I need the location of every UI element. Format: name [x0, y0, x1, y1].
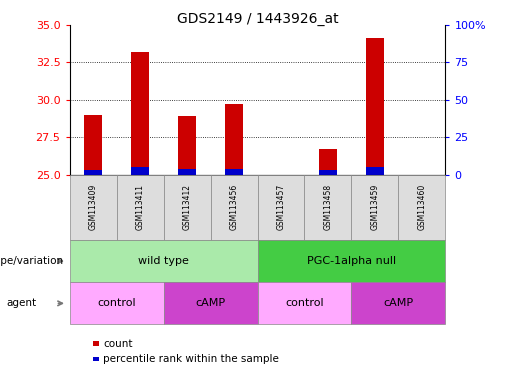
Text: agent: agent	[6, 298, 36, 308]
Text: wild type: wild type	[138, 256, 189, 266]
Bar	[366, 167, 384, 175]
Text: GSM113412: GSM113412	[182, 184, 192, 230]
Text: GSM113411: GSM113411	[135, 184, 145, 230]
Text: GSM113460: GSM113460	[418, 184, 426, 230]
Text: GSM113409: GSM113409	[89, 184, 97, 230]
Text: count: count	[103, 339, 132, 349]
Bar	[178, 116, 196, 175]
Bar	[366, 38, 384, 175]
Text: cAMP: cAMP	[384, 298, 414, 308]
Text: genotype/variation: genotype/variation	[0, 256, 63, 266]
Text: GSM113459: GSM113459	[370, 184, 380, 230]
Text: control: control	[285, 298, 324, 308]
Bar	[83, 170, 102, 175]
Text: GSM113457: GSM113457	[277, 184, 285, 230]
Text: PGC-1alpha null: PGC-1alpha null	[307, 256, 396, 266]
Bar	[131, 167, 149, 175]
Text: GSM113458: GSM113458	[323, 184, 333, 230]
Text: GSM113456: GSM113456	[230, 184, 238, 230]
Text: control: control	[97, 298, 136, 308]
Text: GDS2149 / 1443926_at: GDS2149 / 1443926_at	[177, 12, 338, 25]
Bar	[225, 169, 244, 175]
Bar	[319, 170, 337, 175]
Bar	[225, 104, 244, 175]
Bar	[131, 52, 149, 175]
Bar	[83, 115, 102, 175]
Text: cAMP: cAMP	[196, 298, 226, 308]
Bar	[319, 149, 337, 175]
Text: percentile rank within the sample: percentile rank within the sample	[103, 354, 279, 364]
Bar	[178, 169, 196, 175]
